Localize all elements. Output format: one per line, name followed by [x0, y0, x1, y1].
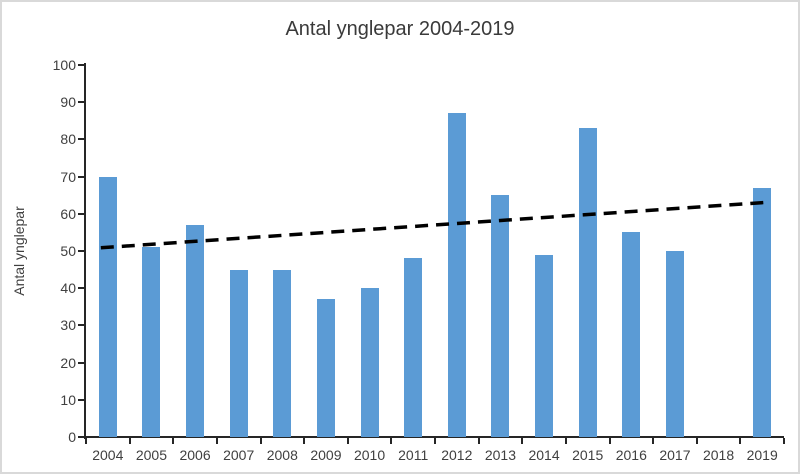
- x-tick-mark: [434, 438, 436, 444]
- y-tick-label: 20: [60, 354, 76, 371]
- x-tick-label: 2019: [746, 447, 778, 463]
- y-axis-line: [84, 63, 86, 439]
- bar-2017: [665, 251, 684, 437]
- bar-2009: [316, 299, 335, 437]
- bar-2012: [447, 113, 466, 437]
- y-tick-label: 50: [60, 243, 76, 259]
- bar-2011: [404, 258, 423, 437]
- y-tick-label: 30: [60, 317, 76, 334]
- x-tick-mark: [346, 438, 349, 444]
- bar-2008: [273, 269, 292, 437]
- bar-2010: [360, 288, 379, 437]
- bar-2006: [186, 224, 205, 437]
- bar-2005: [142, 247, 161, 437]
- y-tick-label: 90: [60, 94, 76, 111]
- y-tick-mark: [78, 64, 84, 66]
- x-tick-mark: [390, 438, 393, 444]
- x-tick-label: 2004: [92, 447, 124, 463]
- x-tick-mark: [303, 438, 306, 444]
- x-tick-label: 2008: [266, 447, 298, 463]
- x-tick-label: 2013: [484, 447, 517, 463]
- x-tick-mark: [564, 438, 567, 444]
- bar-2007: [229, 269, 248, 437]
- y-tick-mark: [78, 212, 84, 215]
- y-tick-label: 80: [60, 131, 76, 148]
- x-tick-mark: [128, 438, 131, 444]
- y-tick-mark: [78, 175, 84, 178]
- x-axis-line: [84, 436, 784, 438]
- x-tick-label: 2014: [528, 447, 560, 463]
- x-tick-label: 2005: [135, 447, 168, 463]
- x-tick-mark: [783, 438, 785, 444]
- bar-2015: [578, 128, 597, 437]
- x-tick-label: 2017: [659, 447, 691, 463]
- bar-2004: [98, 176, 117, 437]
- x-tick-mark: [608, 438, 611, 444]
- y-tick-mark: [78, 436, 84, 438]
- x-tick-label: 2015: [572, 447, 604, 463]
- x-tick-mark: [215, 438, 218, 444]
- y-tick-label: 0: [68, 429, 76, 445]
- y-tick-label: 10: [60, 391, 76, 408]
- x-tick-mark: [695, 438, 698, 444]
- y-tick-mark: [78, 101, 84, 104]
- x-tick-label: 2007: [223, 447, 255, 463]
- x-tick-mark: [477, 438, 480, 444]
- x-tick-mark: [259, 438, 262, 444]
- bar-2016: [622, 232, 641, 437]
- bar-2019: [753, 187, 772, 437]
- chart-title: Antal ynglepar 2004-2019: [285, 18, 515, 40]
- y-tick-mark: [78, 398, 84, 401]
- x-tick-label: 2016: [615, 447, 647, 463]
- x-tick-mark: [652, 438, 655, 444]
- x-tick-mark: [172, 438, 175, 444]
- bar-2014: [535, 254, 554, 437]
- x-tick-mark: [521, 438, 524, 444]
- x-tick-mark: [85, 438, 87, 444]
- y-tick-label: 100: [52, 57, 76, 73]
- x-tick-label: 2011: [398, 447, 429, 463]
- x-tick-mark: [739, 438, 742, 444]
- x-tick-label: 2018: [702, 447, 735, 463]
- bar-2013: [491, 195, 510, 437]
- y-tick-mark: [78, 361, 84, 364]
- y-tick-mark: [78, 250, 84, 252]
- y-tick-label: 40: [60, 280, 76, 297]
- y-tick-label: 70: [60, 168, 76, 185]
- y-tick-mark: [78, 324, 84, 327]
- x-tick-label: 2006: [179, 447, 211, 463]
- x-tick-label: 2009: [310, 447, 342, 463]
- y-axis-title: Antal ynglepar: [11, 206, 27, 296]
- y-tick-mark: [78, 287, 84, 290]
- x-tick-label: 2012: [441, 447, 473, 463]
- y-tick-mark: [78, 138, 84, 141]
- y-tick-label: 60: [60, 205, 76, 222]
- x-tick-label: 2010: [353, 447, 386, 463]
